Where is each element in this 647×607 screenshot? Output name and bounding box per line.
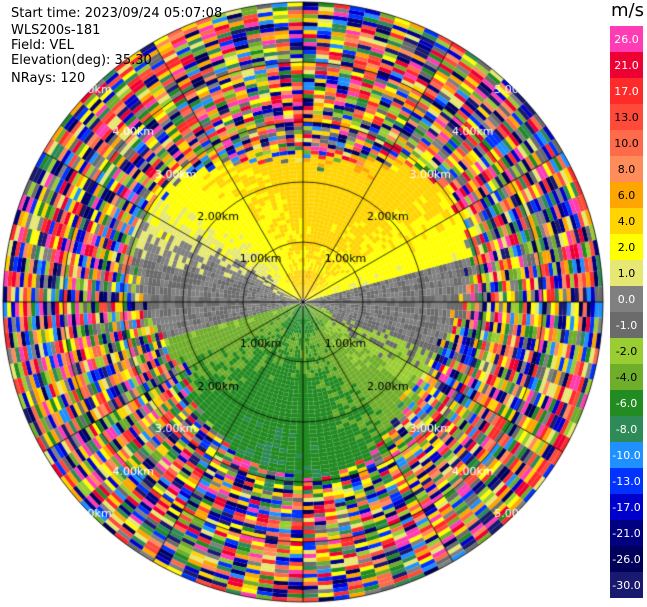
start-time-label: Start time: 2023/09/24 05:07:08	[11, 6, 223, 21]
colorbar-tick-label: 2.0	[618, 241, 636, 254]
colorbar-swatch	[610, 572, 643, 598]
colorbar-swatch	[610, 494, 643, 521]
colorbar-tick-label: 26.0	[614, 33, 639, 46]
colorbar-swatch	[610, 312, 643, 339]
velocity-colorbar: 26.0 21.0 17.0 13.0 10.0 8.0 6.0 4.0 2.0 1.0 0.0 -1…	[610, 26, 643, 598]
elevation-label: Elevation(deg): 35.30	[11, 53, 152, 68]
colorbar-swatch	[610, 416, 643, 443]
colorbar-tick-label: 6.0	[618, 189, 636, 202]
colorbar-swatch	[610, 52, 643, 79]
colorbar-swatch	[610, 26, 643, 53]
colorbar-tick-label: -13.0	[612, 475, 640, 488]
nrays-label: NRays: 120	[11, 71, 86, 86]
colorbar-swatch	[610, 208, 643, 235]
colorbar-tick-label: 1.0	[618, 267, 636, 280]
colorbar-tick-label: 0.0	[618, 293, 636, 306]
colorbar-swatch	[610, 234, 643, 261]
colorbar-swatch	[610, 156, 643, 183]
colorbar-tick-label: -6.0	[616, 397, 637, 410]
colorbar-swatch	[610, 286, 643, 313]
colorbar-tick-label: 4.0	[618, 215, 636, 228]
colorbar-tick-label: 21.0	[614, 59, 639, 72]
colorbar-swatch	[610, 182, 643, 209]
colorbar-tick-label: -10.0	[612, 449, 640, 462]
colorbar-swatch	[610, 260, 643, 287]
colorbar-tick-label: -8.0	[616, 423, 637, 436]
colorbar-tick-label: -2.0	[616, 345, 637, 358]
colorbar-swatch	[610, 390, 643, 417]
colorbar-swatch	[610, 338, 643, 365]
colorbar-tick-label: -26.0	[612, 553, 640, 566]
colorbar-tick-label: 17.0	[614, 85, 639, 98]
colorbar-tick-label: -30.0	[612, 579, 640, 592]
colorbar-tick-label: -4.0	[616, 371, 637, 384]
colorbar-swatch	[610, 104, 643, 131]
colorbar-swatch	[610, 78, 643, 105]
colorbar-swatch	[610, 364, 643, 391]
colorbar-tick-label: 10.0	[614, 137, 639, 150]
colorbar-swatch	[610, 468, 643, 495]
colorbar-tick-label: 13.0	[614, 111, 639, 124]
colorbar-tick-label: -17.0	[612, 501, 640, 514]
field-label: Field: VEL	[11, 38, 74, 53]
instrument-label: WLS200s-181	[11, 23, 101, 38]
colorbar-tick-label: -1.0	[616, 319, 637, 332]
colorbar-swatch	[610, 442, 643, 469]
colorbar-tick-label: -21.0	[612, 527, 640, 540]
colorbar-swatch	[610, 130, 643, 157]
colorbar-tick-label: 8.0	[618, 163, 636, 176]
colorbar-unit-label: m/s	[611, 0, 644, 21]
colorbar-swatch	[610, 520, 643, 547]
colorbar-swatch	[610, 546, 643, 573]
